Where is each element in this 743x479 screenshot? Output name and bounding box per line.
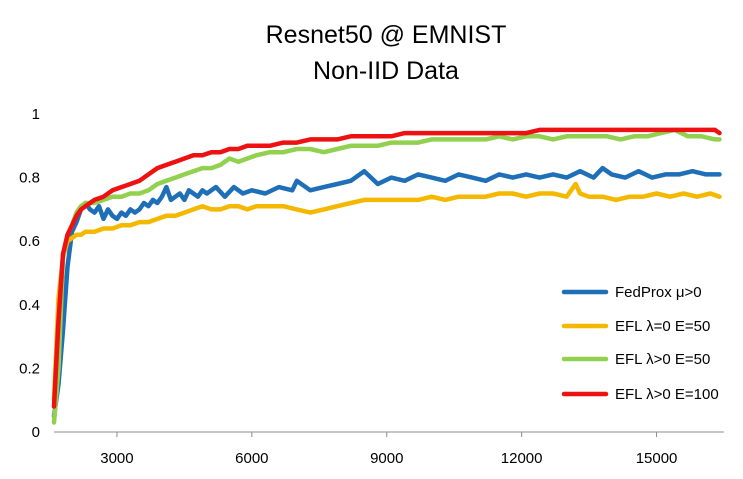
axes: 0 0.2 0.4 0.6 0.8 1 3000 6000 9000 12000 15000 xyxy=(19,106,724,467)
x-tick-label: 6000 xyxy=(235,450,268,467)
y-tick-label: 0.6 xyxy=(19,233,40,250)
x-tick-label: 3000 xyxy=(100,450,133,467)
series-line-1 xyxy=(51,165,722,419)
series-line-3 xyxy=(51,127,722,425)
legend-label-4: EFL λ>0 E=100 xyxy=(615,386,719,403)
chart-title: Resnet50 @ EMNIST xyxy=(266,21,507,49)
x-tick-label: 9000 xyxy=(370,450,403,467)
x-tick-label: 12000 xyxy=(501,450,543,467)
y-tick-label: 0.4 xyxy=(19,297,40,314)
y-tick-label: 0.8 xyxy=(19,170,40,187)
legend: FedProx μ>0 EFL λ=0 E=50 EFL λ>0 E=50 EFL λ… xyxy=(561,284,719,403)
legend-label-3: EFL λ>0 E=50 xyxy=(615,351,710,368)
series-line-4 xyxy=(51,127,722,409)
chart-subtitle: Non-IID Data xyxy=(313,57,459,85)
y-tick-label: 0 xyxy=(32,424,40,441)
legend-label-2: EFL λ=0 E=50 xyxy=(615,318,710,335)
y-tick-label: 1 xyxy=(32,106,40,123)
legend-label-1: FedProx μ>0 xyxy=(615,284,702,301)
series-layer xyxy=(51,127,722,425)
x-tick-label: 15000 xyxy=(636,450,678,467)
y-tick-label: 0.2 xyxy=(19,360,40,377)
series-line-2 xyxy=(51,181,722,403)
